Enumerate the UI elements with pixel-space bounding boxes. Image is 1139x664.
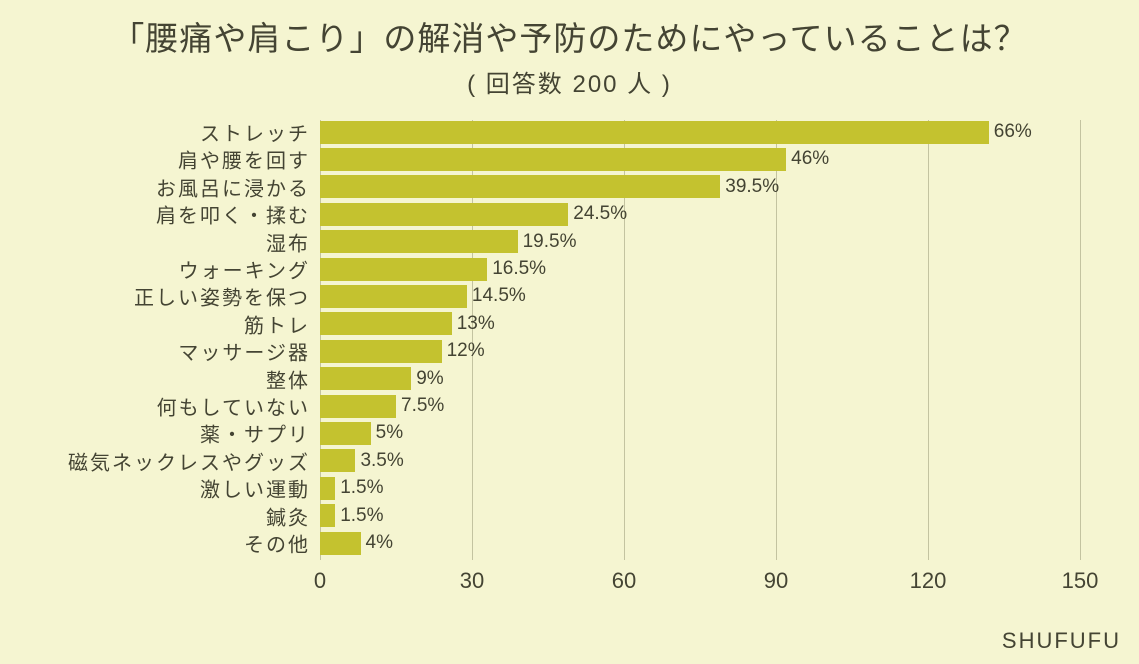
bar-row: お風呂に浸かる39.5% bbox=[320, 175, 779, 199]
value-label: 66% bbox=[994, 121, 1032, 143]
bar-row: 正しい姿勢を保つ14.5% bbox=[320, 284, 526, 308]
category-label: 筋トレ bbox=[244, 309, 320, 338]
chart-credit: SHUFUFU bbox=[1002, 628, 1121, 654]
chart-title: 「腰痛や肩こり」の解消や予防のためにやっていることは？ bbox=[0, 12, 1139, 60]
category-label: その他 bbox=[244, 529, 320, 558]
bar bbox=[320, 148, 786, 171]
value-label: 39.5% bbox=[725, 176, 779, 198]
value-label: 14.5% bbox=[472, 285, 526, 307]
x-tick-label: 150 bbox=[1062, 568, 1099, 594]
x-tick-label: 0 bbox=[314, 568, 326, 594]
value-label: 5% bbox=[376, 422, 403, 444]
bar-row: 薬・サプリ5% bbox=[320, 421, 403, 445]
bar bbox=[320, 504, 335, 527]
bar bbox=[320, 121, 989, 144]
value-label: 13% bbox=[457, 313, 495, 335]
bar bbox=[320, 340, 442, 363]
bar-row: 肩を叩く・揉む24.5% bbox=[320, 202, 627, 226]
category-label: 磁気ネックレスやグッズ bbox=[68, 446, 320, 475]
category-label: 正しい姿勢を保つ bbox=[134, 282, 320, 311]
bar bbox=[320, 203, 568, 226]
bar-row: ストレッチ66% bbox=[320, 120, 1032, 144]
value-label: 16.5% bbox=[492, 258, 546, 280]
bar-row: 磁気ネックレスやグッズ3.5% bbox=[320, 449, 404, 473]
x-tick-label: 60 bbox=[612, 568, 636, 594]
value-label: 4% bbox=[366, 532, 393, 554]
bar bbox=[320, 367, 411, 390]
bar-row: マッサージ器12% bbox=[320, 339, 485, 363]
bar-row: ウォーキング16.5% bbox=[320, 257, 546, 281]
bar bbox=[320, 449, 355, 472]
value-label: 24.5% bbox=[573, 203, 627, 225]
x-tick-label: 30 bbox=[460, 568, 484, 594]
category-label: 肩や腰を回す bbox=[178, 145, 320, 174]
bar bbox=[320, 422, 371, 445]
plot-area: 0306090120150ストレッチ66%肩や腰を回す46%お風呂に浸かる39.… bbox=[320, 120, 1080, 560]
bar bbox=[320, 395, 396, 418]
value-label: 1.5% bbox=[340, 477, 383, 499]
category-label: 肩を叩く・揉む bbox=[156, 200, 320, 229]
bar bbox=[320, 312, 452, 335]
bar bbox=[320, 230, 518, 253]
category-label: 整体 bbox=[266, 364, 320, 393]
value-label: 19.5% bbox=[523, 231, 577, 253]
category-label: 激しい運動 bbox=[200, 474, 320, 503]
value-label: 7.5% bbox=[401, 395, 444, 417]
bar-row: その他4% bbox=[320, 531, 393, 555]
bar-row: 激しい運動1.5% bbox=[320, 476, 384, 500]
bar bbox=[320, 532, 361, 555]
category-label: お風呂に浸かる bbox=[156, 172, 320, 201]
bar-row: 何もしていない7.5% bbox=[320, 394, 444, 418]
category-label: 薬・サプリ bbox=[200, 419, 320, 448]
x-tick-label: 120 bbox=[910, 568, 947, 594]
category-label: 何もしていない bbox=[157, 392, 320, 421]
chart-subtitle: ( 回答数 200 人 ) bbox=[0, 64, 1139, 99]
category-label: ウォーキング bbox=[179, 255, 320, 284]
category-label: マッサージ器 bbox=[178, 337, 320, 366]
x-tick-label: 90 bbox=[764, 568, 788, 594]
gridline bbox=[928, 120, 929, 560]
category-label: ストレッチ bbox=[200, 118, 320, 147]
chart-container: 「腰痛や肩こり」の解消や予防のためにやっていることは？ ( 回答数 200 人 … bbox=[0, 0, 1139, 664]
value-label: 9% bbox=[416, 368, 443, 390]
bar-row: 筋トレ13% bbox=[320, 312, 495, 336]
bar-row: 肩や腰を回す46% bbox=[320, 147, 829, 171]
bar-row: 鍼灸1.5% bbox=[320, 504, 384, 528]
gridline bbox=[1080, 120, 1081, 560]
bar bbox=[320, 258, 487, 281]
value-label: 1.5% bbox=[340, 505, 383, 527]
value-label: 46% bbox=[791, 148, 829, 170]
category-label: 鍼灸 bbox=[266, 501, 320, 530]
bar-row: 整体9% bbox=[320, 367, 444, 391]
value-label: 3.5% bbox=[360, 450, 403, 472]
bar bbox=[320, 477, 335, 500]
bar-row: 湿布19.5% bbox=[320, 230, 576, 254]
value-label: 12% bbox=[447, 340, 485, 362]
category-label: 湿布 bbox=[266, 227, 320, 256]
bar bbox=[320, 175, 720, 198]
bar bbox=[320, 285, 467, 308]
